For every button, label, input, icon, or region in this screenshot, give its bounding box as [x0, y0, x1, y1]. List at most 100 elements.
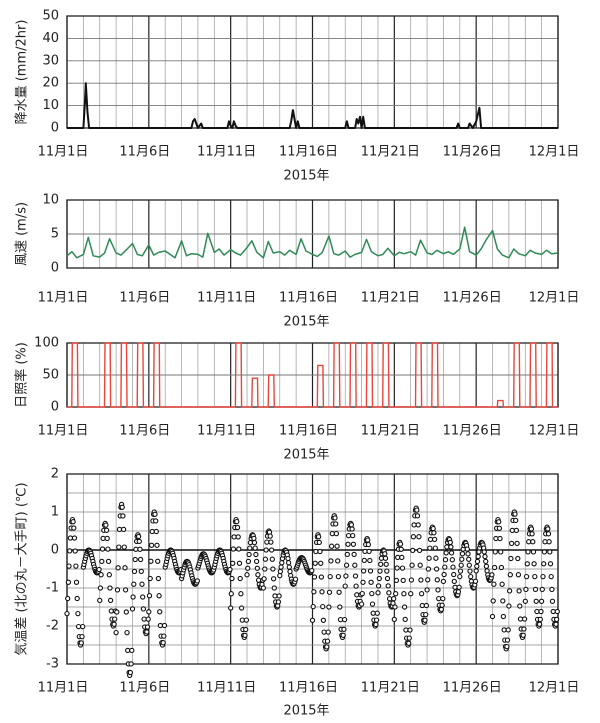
data-point	[98, 572, 104, 578]
data-point	[386, 590, 392, 596]
panel-1: 0 10 20 30 40 50 11月1日 11月6日 11月11日 11月16日 11月21日 1…	[15, 9, 580, 184]
data-point	[401, 591, 407, 597]
data-point	[399, 565, 406, 571]
data-point	[391, 596, 397, 602]
data-point	[398, 546, 404, 552]
data-point	[350, 532, 356, 539]
data-point	[75, 610, 81, 617]
x-tick-label: 11月1日	[38, 145, 89, 160]
data-point	[292, 576, 299, 582]
data-point	[517, 603, 523, 609]
data-point	[114, 609, 120, 615]
data-point	[332, 515, 338, 521]
y-axis-label: 降水量 (mm/2hr)	[15, 20, 30, 125]
data-point	[139, 581, 145, 587]
data-point	[553, 616, 560, 623]
data-point	[140, 594, 146, 600]
data-point	[128, 661, 134, 667]
data-point	[254, 565, 260, 571]
data-point	[234, 524, 241, 531]
data-point	[397, 541, 404, 547]
data-point	[513, 527, 520, 534]
data-point	[406, 640, 412, 646]
data-point	[97, 585, 104, 591]
data-point	[506, 588, 513, 594]
data-point	[539, 586, 545, 593]
data-point	[137, 546, 143, 552]
data-point	[234, 518, 240, 525]
data-point	[391, 616, 397, 623]
data-point	[237, 575, 243, 582]
x-tick-label: 12月1日	[529, 681, 580, 696]
data-point	[522, 598, 528, 604]
data-point	[245, 558, 252, 565]
data-point	[474, 558, 481, 565]
data-point	[367, 568, 374, 574]
data-point	[483, 558, 489, 565]
data-point	[366, 548, 372, 555]
data-point	[340, 632, 346, 638]
data-point	[243, 617, 250, 623]
data-point	[229, 575, 235, 582]
data-point	[119, 504, 125, 510]
data-point	[253, 551, 259, 558]
data-point	[238, 591, 244, 597]
data-point	[373, 617, 380, 623]
data-point	[553, 621, 559, 627]
data-point	[146, 609, 152, 615]
data-point	[360, 579, 366, 585]
data-point	[554, 608, 560, 615]
data-point	[506, 603, 512, 609]
data-point	[414, 507, 420, 513]
data-point	[130, 594, 136, 600]
x-tick-label: 12月1日	[529, 145, 580, 160]
data-point	[450, 564, 456, 570]
data-point	[530, 549, 537, 555]
data-point	[279, 560, 285, 566]
data-point	[438, 606, 445, 613]
data-point	[425, 566, 432, 572]
data-point	[67, 548, 73, 554]
data-point	[353, 583, 359, 589]
data-point	[434, 577, 440, 583]
data-point	[541, 549, 548, 555]
data-point	[333, 530, 340, 537]
data-point	[442, 564, 448, 570]
panel-4: -3 -2 -1 0 1 2 11月1日 11月6日 11月11日 11月16日 11月21日 11月…	[14, 467, 580, 719]
data-point	[104, 535, 110, 542]
x-tick-label: 11月21日	[361, 291, 420, 306]
data-point	[537, 616, 543, 623]
data-point	[532, 573, 538, 580]
data-point	[383, 561, 389, 567]
x-tick-label: 11月6日	[119, 424, 170, 439]
data-point	[516, 588, 522, 594]
data-point	[408, 591, 414, 597]
data-point	[79, 633, 85, 640]
y-tick-label: 0	[51, 400, 59, 415]
data-point	[451, 571, 457, 578]
data-point	[375, 590, 381, 596]
data-point	[72, 548, 78, 554]
data-point	[521, 616, 528, 622]
data-point	[504, 643, 510, 650]
data-point	[99, 546, 106, 552]
data-point	[122, 587, 129, 593]
data-point	[529, 531, 535, 537]
plot-frame	[66, 473, 559, 665]
data-point	[74, 595, 80, 602]
data-point	[315, 534, 322, 540]
data-point	[228, 591, 234, 597]
data-point	[525, 549, 531, 555]
y-tick-label: 5	[51, 227, 59, 242]
plot-frame	[66, 199, 559, 269]
data-point	[341, 616, 348, 623]
data-point	[491, 564, 498, 571]
data-point	[326, 589, 333, 595]
data-point	[131, 581, 137, 587]
x-tick-label: 11月16日	[279, 291, 338, 306]
data-point	[345, 541, 351, 547]
data-point	[489, 613, 496, 620]
data-point	[496, 525, 503, 531]
data-point	[230, 560, 236, 566]
data-point	[115, 565, 121, 571]
